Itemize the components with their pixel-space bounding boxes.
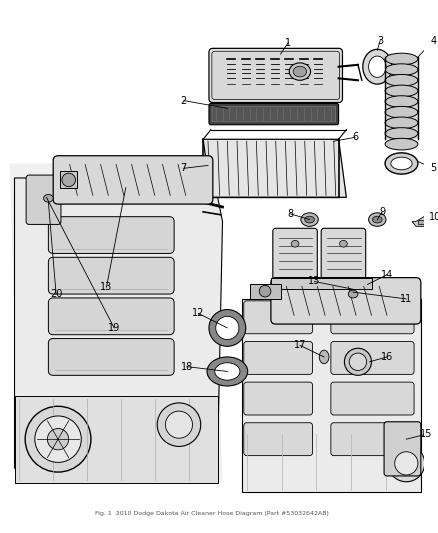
Text: 7: 7 bbox=[181, 163, 187, 173]
Ellipse shape bbox=[385, 128, 418, 139]
Polygon shape bbox=[385, 57, 418, 139]
Polygon shape bbox=[14, 395, 218, 483]
Polygon shape bbox=[203, 139, 346, 197]
FancyBboxPatch shape bbox=[53, 156, 213, 204]
Ellipse shape bbox=[209, 310, 246, 346]
Ellipse shape bbox=[216, 316, 239, 340]
FancyBboxPatch shape bbox=[209, 103, 339, 125]
Ellipse shape bbox=[259, 285, 271, 297]
Text: 9: 9 bbox=[379, 207, 385, 217]
Ellipse shape bbox=[43, 195, 53, 202]
Ellipse shape bbox=[348, 290, 358, 298]
FancyBboxPatch shape bbox=[273, 228, 317, 287]
FancyBboxPatch shape bbox=[212, 107, 336, 122]
Ellipse shape bbox=[385, 64, 418, 76]
Polygon shape bbox=[412, 217, 427, 227]
Text: 17: 17 bbox=[294, 341, 306, 350]
Text: 20: 20 bbox=[50, 289, 62, 299]
Ellipse shape bbox=[25, 406, 91, 472]
Text: 14: 14 bbox=[381, 270, 393, 280]
FancyBboxPatch shape bbox=[331, 301, 414, 334]
Text: 19: 19 bbox=[108, 323, 120, 333]
Ellipse shape bbox=[35, 416, 81, 463]
Ellipse shape bbox=[385, 85, 418, 96]
Text: 5: 5 bbox=[430, 163, 437, 173]
FancyBboxPatch shape bbox=[212, 51, 339, 100]
Ellipse shape bbox=[385, 107, 418, 118]
FancyBboxPatch shape bbox=[26, 175, 61, 224]
Polygon shape bbox=[250, 285, 281, 299]
Ellipse shape bbox=[388, 445, 425, 482]
Polygon shape bbox=[60, 171, 78, 188]
FancyBboxPatch shape bbox=[244, 382, 312, 415]
FancyBboxPatch shape bbox=[244, 342, 312, 374]
Text: 8: 8 bbox=[287, 209, 293, 219]
Polygon shape bbox=[242, 299, 421, 492]
FancyBboxPatch shape bbox=[48, 257, 174, 294]
FancyBboxPatch shape bbox=[244, 423, 312, 456]
Polygon shape bbox=[418, 220, 426, 224]
Text: 4: 4 bbox=[431, 36, 436, 46]
Ellipse shape bbox=[166, 411, 193, 438]
Ellipse shape bbox=[385, 53, 418, 65]
Ellipse shape bbox=[391, 157, 412, 169]
Ellipse shape bbox=[385, 153, 418, 174]
Ellipse shape bbox=[319, 350, 329, 364]
Text: 1: 1 bbox=[285, 37, 291, 47]
Ellipse shape bbox=[395, 452, 418, 475]
FancyBboxPatch shape bbox=[331, 423, 414, 456]
Text: 15: 15 bbox=[420, 430, 432, 439]
Text: 13: 13 bbox=[100, 282, 113, 292]
Ellipse shape bbox=[385, 75, 418, 86]
FancyBboxPatch shape bbox=[209, 49, 343, 102]
Ellipse shape bbox=[215, 363, 240, 380]
Text: 11: 11 bbox=[400, 294, 413, 304]
Ellipse shape bbox=[301, 213, 318, 227]
Polygon shape bbox=[271, 278, 372, 289]
Text: 16: 16 bbox=[381, 352, 393, 362]
FancyBboxPatch shape bbox=[48, 217, 174, 253]
Text: 3: 3 bbox=[377, 36, 383, 46]
Ellipse shape bbox=[207, 357, 247, 386]
FancyBboxPatch shape bbox=[321, 228, 366, 287]
Polygon shape bbox=[14, 178, 223, 483]
Ellipse shape bbox=[369, 213, 386, 227]
Ellipse shape bbox=[291, 240, 299, 247]
Ellipse shape bbox=[369, 56, 386, 77]
FancyBboxPatch shape bbox=[48, 298, 174, 335]
Text: 6: 6 bbox=[352, 132, 358, 142]
Ellipse shape bbox=[293, 66, 307, 77]
Text: 2: 2 bbox=[181, 95, 187, 106]
Ellipse shape bbox=[62, 173, 75, 187]
Ellipse shape bbox=[47, 429, 69, 450]
Text: Fig. 1  2010 Dodge Dakota Air Cleaner Hose Diagram (Part #53032642AB): Fig. 1 2010 Dodge Dakota Air Cleaner Hos… bbox=[95, 511, 329, 516]
Ellipse shape bbox=[289, 63, 311, 80]
FancyBboxPatch shape bbox=[331, 342, 414, 374]
Text: 12: 12 bbox=[192, 309, 205, 318]
Ellipse shape bbox=[157, 403, 201, 447]
FancyBboxPatch shape bbox=[48, 338, 174, 375]
Ellipse shape bbox=[385, 96, 418, 107]
FancyBboxPatch shape bbox=[271, 278, 421, 324]
FancyBboxPatch shape bbox=[331, 382, 414, 415]
Text: 18: 18 bbox=[180, 361, 193, 372]
Polygon shape bbox=[10, 164, 223, 483]
Ellipse shape bbox=[385, 117, 418, 128]
Text: 10: 10 bbox=[429, 212, 438, 222]
Ellipse shape bbox=[363, 50, 392, 84]
Ellipse shape bbox=[372, 216, 382, 223]
Ellipse shape bbox=[385, 139, 418, 150]
Ellipse shape bbox=[339, 240, 347, 247]
FancyBboxPatch shape bbox=[384, 422, 421, 476]
Text: 13: 13 bbox=[308, 277, 321, 287]
FancyBboxPatch shape bbox=[244, 301, 312, 334]
Ellipse shape bbox=[344, 348, 371, 375]
Ellipse shape bbox=[349, 353, 367, 370]
Ellipse shape bbox=[305, 216, 314, 223]
